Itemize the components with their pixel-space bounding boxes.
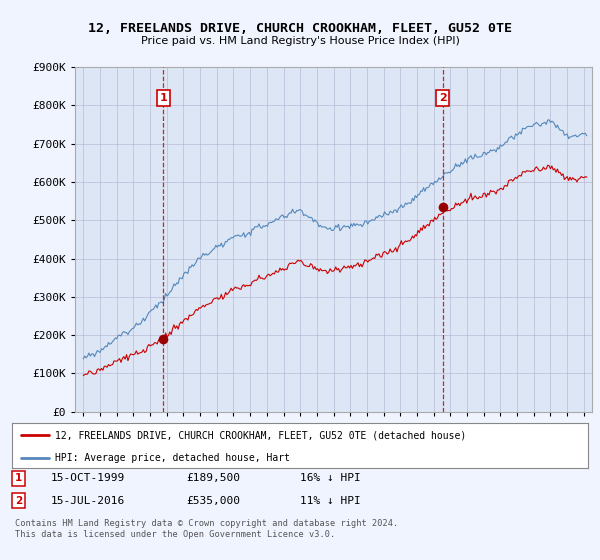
Text: HPI: Average price, detached house, Hart: HPI: Average price, detached house, Hart [55, 452, 290, 463]
Text: 12, FREELANDS DRIVE, CHURCH CROOKHAM, FLEET, GU52 0TE: 12, FREELANDS DRIVE, CHURCH CROOKHAM, FL… [88, 22, 512, 35]
Text: 1: 1 [160, 93, 167, 103]
Text: 11% ↓ HPI: 11% ↓ HPI [300, 496, 361, 506]
Text: £535,000: £535,000 [186, 496, 240, 506]
Text: Price paid vs. HM Land Registry's House Price Index (HPI): Price paid vs. HM Land Registry's House … [140, 36, 460, 46]
Text: £189,500: £189,500 [186, 473, 240, 483]
Text: 2: 2 [15, 496, 22, 506]
Text: 15-OCT-1999: 15-OCT-1999 [51, 473, 125, 483]
Text: Contains HM Land Registry data © Crown copyright and database right 2024.
This d: Contains HM Land Registry data © Crown c… [15, 519, 398, 539]
Text: 15-JUL-2016: 15-JUL-2016 [51, 496, 125, 506]
Text: 16% ↓ HPI: 16% ↓ HPI [300, 473, 361, 483]
Text: 1: 1 [15, 473, 22, 483]
Text: 2: 2 [439, 93, 446, 103]
Text: 12, FREELANDS DRIVE, CHURCH CROOKHAM, FLEET, GU52 0TE (detached house): 12, FREELANDS DRIVE, CHURCH CROOKHAM, FL… [55, 430, 466, 440]
